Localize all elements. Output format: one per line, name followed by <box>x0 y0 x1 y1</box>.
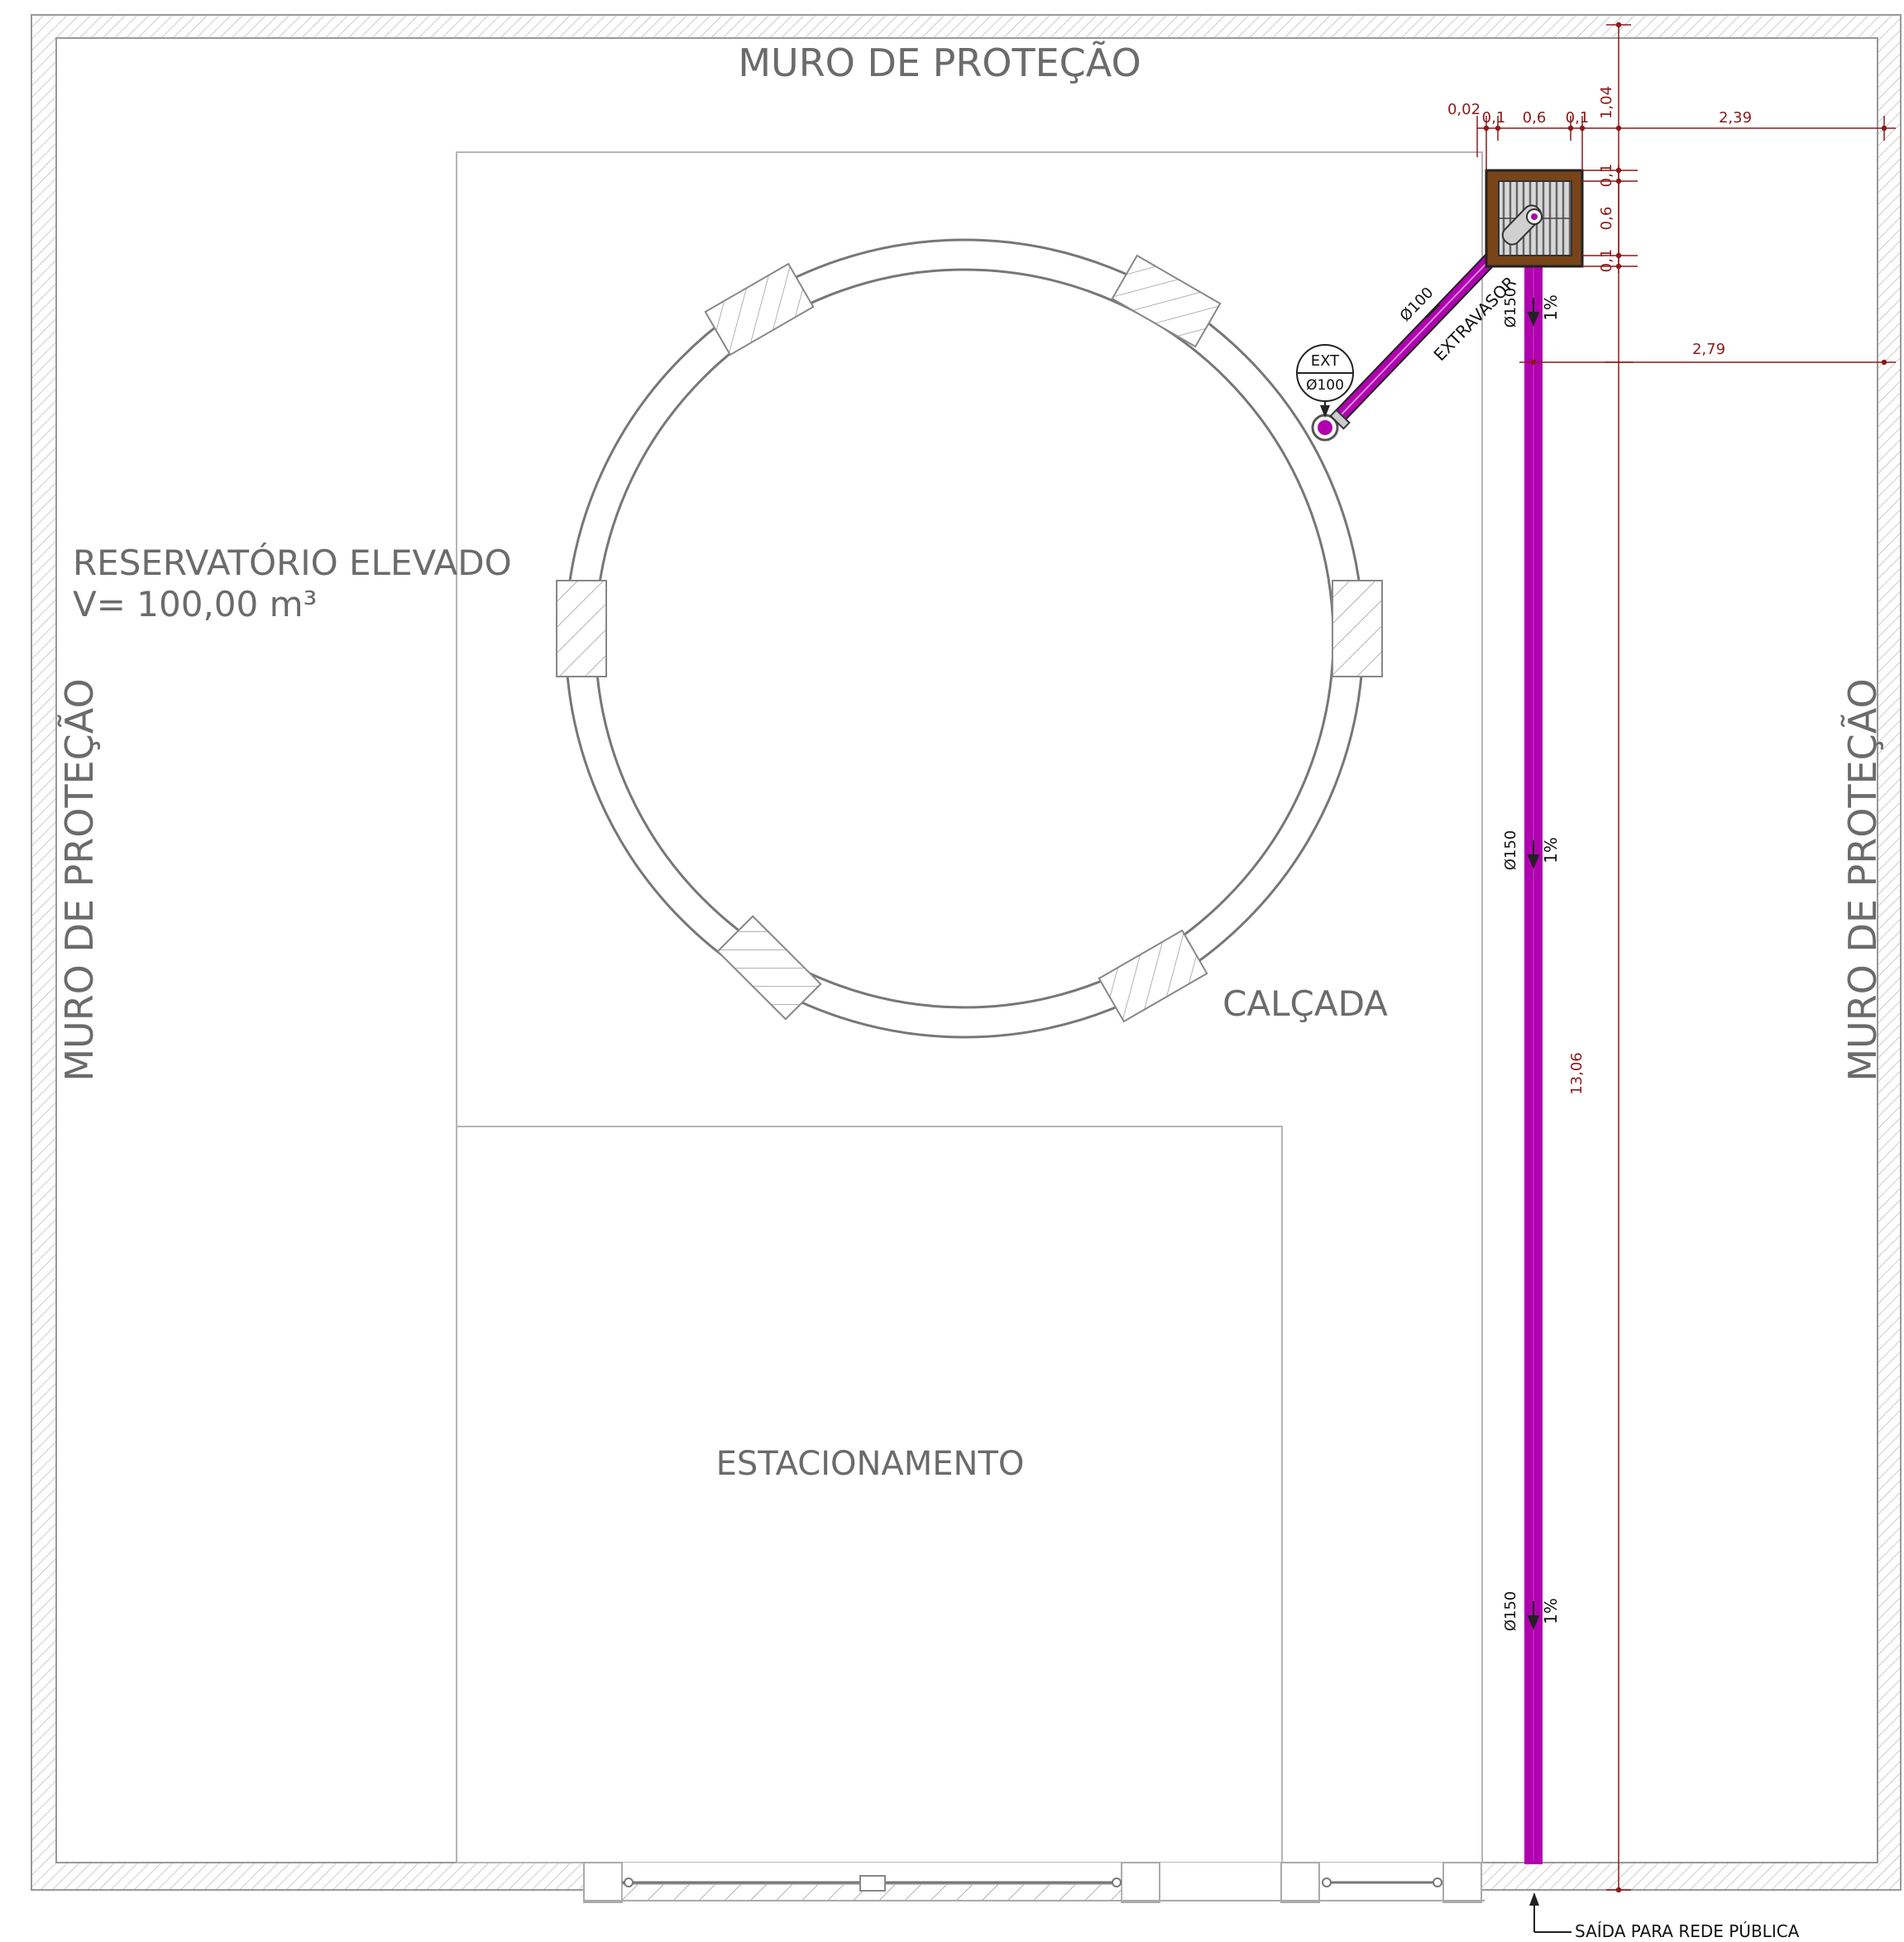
dim-06-b: 0,6 <box>1598 207 1615 231</box>
wall-top-label: MURO DE PROTEÇÃO <box>738 41 1141 85</box>
reservoir-name-label: RESERVATÓRIO ELEVADO <box>73 542 512 583</box>
dim-104: 1,04 <box>1598 86 1615 119</box>
dim-239: 2,39 <box>1719 109 1752 127</box>
dim-01-b: 0,1 <box>1566 109 1590 127</box>
main-pipe-diameter-1: Ø150 <box>1502 288 1519 328</box>
inspection-box <box>1485 169 1584 268</box>
main-pipe-slope-2: 1% <box>1541 837 1561 863</box>
boundary-wall <box>31 14 1902 1891</box>
dim-1306: 13,06 <box>1568 1052 1586 1095</box>
sidewalk-label: CALÇADA <box>1222 983 1388 1024</box>
entrance-gates <box>583 1862 1485 1903</box>
dim-01-d: 0,1 <box>1598 249 1615 273</box>
ext-tag: EXT Ø100 <box>1296 344 1354 418</box>
main-pipe-diameter-3: Ø150 <box>1502 1591 1519 1632</box>
outlet-fitting <box>1501 204 1543 246</box>
main-pipe <box>1524 256 1543 1864</box>
dim-06-a: 0,6 <box>1523 109 1547 127</box>
wall-right-label: MURO DE PROTEÇÃO <box>1840 678 1885 1081</box>
reservoir-volume-label: V= 100,00 m³ <box>73 584 317 624</box>
parking-label: ESTACIONAMENTO <box>716 1445 1025 1483</box>
dim-01-c: 0,1 <box>1598 164 1615 188</box>
main-pipe-slope-1: 1% <box>1541 294 1561 321</box>
reservoir-pillars <box>556 254 1383 1023</box>
dim-002: 0,02 <box>1447 101 1481 118</box>
dim-279: 2,79 <box>1692 341 1725 358</box>
main-pipe-diameter-2: Ø150 <box>1502 830 1519 871</box>
exit-label: SAÍDA PARA REDE PÚBLICA <box>1575 1921 1800 1941</box>
dim-01-a: 0,1 <box>1482 109 1506 127</box>
ext-tag-bottom: Ø100 <box>1306 377 1344 394</box>
wall-left-label: MURO DE PROTEÇÃO <box>57 678 102 1081</box>
parking-area <box>456 1126 1283 1863</box>
exit-arrow <box>1529 1892 1572 1933</box>
flow-arrows <box>1424 298 1540 1630</box>
dimension-lines <box>1476 22 1896 1893</box>
reservoir <box>556 238 1383 1039</box>
ext-tag-top: EXT <box>1311 352 1340 370</box>
main-pipe-slope-3: 1% <box>1541 1598 1561 1624</box>
